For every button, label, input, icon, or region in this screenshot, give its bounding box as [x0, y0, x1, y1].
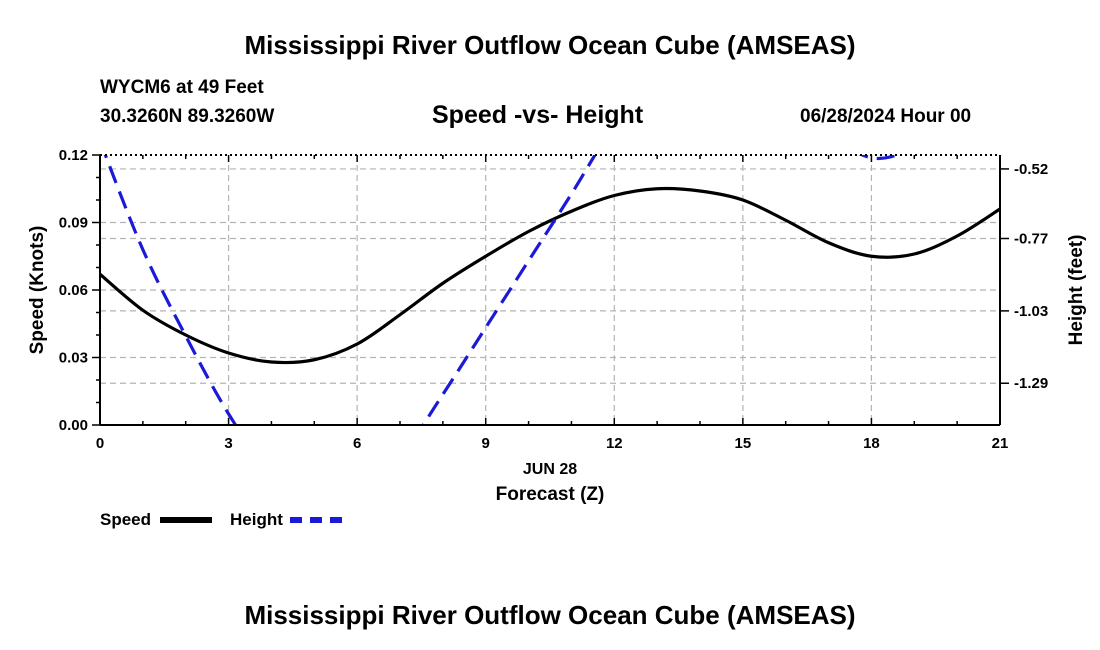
- legend-height-label: Height: [230, 510, 283, 529]
- grid-lines: [100, 155, 1000, 425]
- coordinates-label: 30.3260N 89.3260W: [100, 106, 275, 127]
- y2-tick-label: -0.77: [1014, 231, 1048, 248]
- speed-series-line: [100, 186, 1000, 365]
- height-series-line: [103, 155, 901, 425]
- y2-axis-title: Height (feet): [1066, 235, 1087, 346]
- y2-tick-label: -0.52: [1014, 161, 1048, 178]
- series-lines: [100, 155, 1000, 425]
- y-tick-label: 0.00: [59, 417, 88, 434]
- y-tick-label: 0.03: [59, 350, 88, 367]
- x-tick-label: 12: [606, 435, 623, 452]
- x-tick-label: 18: [863, 435, 880, 452]
- page-title-bottom: Mississippi River Outflow Ocean Cube (AM…: [244, 600, 856, 630]
- x-date-label: JUN 28: [523, 461, 577, 478]
- y-axis-title: Speed (Knots): [27, 226, 48, 355]
- station-label: WYCM6 at 49 Feet: [100, 77, 264, 98]
- x-tick-label: 21: [992, 435, 1009, 452]
- legend-speed-swatch: [160, 517, 212, 523]
- y-tick-label: 0.09: [59, 215, 88, 232]
- x-tick-label: 15: [735, 435, 752, 452]
- x-tick-label: 0: [96, 435, 104, 452]
- x-tick-label: 6: [353, 435, 361, 452]
- y-tick-label: 0.12: [59, 147, 88, 164]
- x-tick-label: 3: [224, 435, 232, 452]
- y-tick-label: 0.06: [59, 282, 88, 299]
- datetime-label: 06/28/2024 Hour 00: [800, 106, 972, 127]
- chart-subtitle: Speed -vs- Height: [432, 101, 644, 129]
- axis-ticks: 0 3 6 9 12 15 18 21 0.00 0.03 0.06 0.09 0.12 -0.52 -0.…: [59, 147, 1048, 452]
- legend-height-swatch: [290, 517, 342, 523]
- y2-tick-label: -1.29: [1014, 375, 1048, 392]
- x-tick-label: 9: [482, 435, 490, 452]
- page-title: Mississippi River Outflow Ocean Cube (AM…: [244, 30, 856, 60]
- x-axis-title: Forecast (Z): [496, 484, 605, 505]
- legend-speed-label: Speed: [100, 510, 152, 529]
- y2-tick-label: -1.03: [1014, 303, 1048, 320]
